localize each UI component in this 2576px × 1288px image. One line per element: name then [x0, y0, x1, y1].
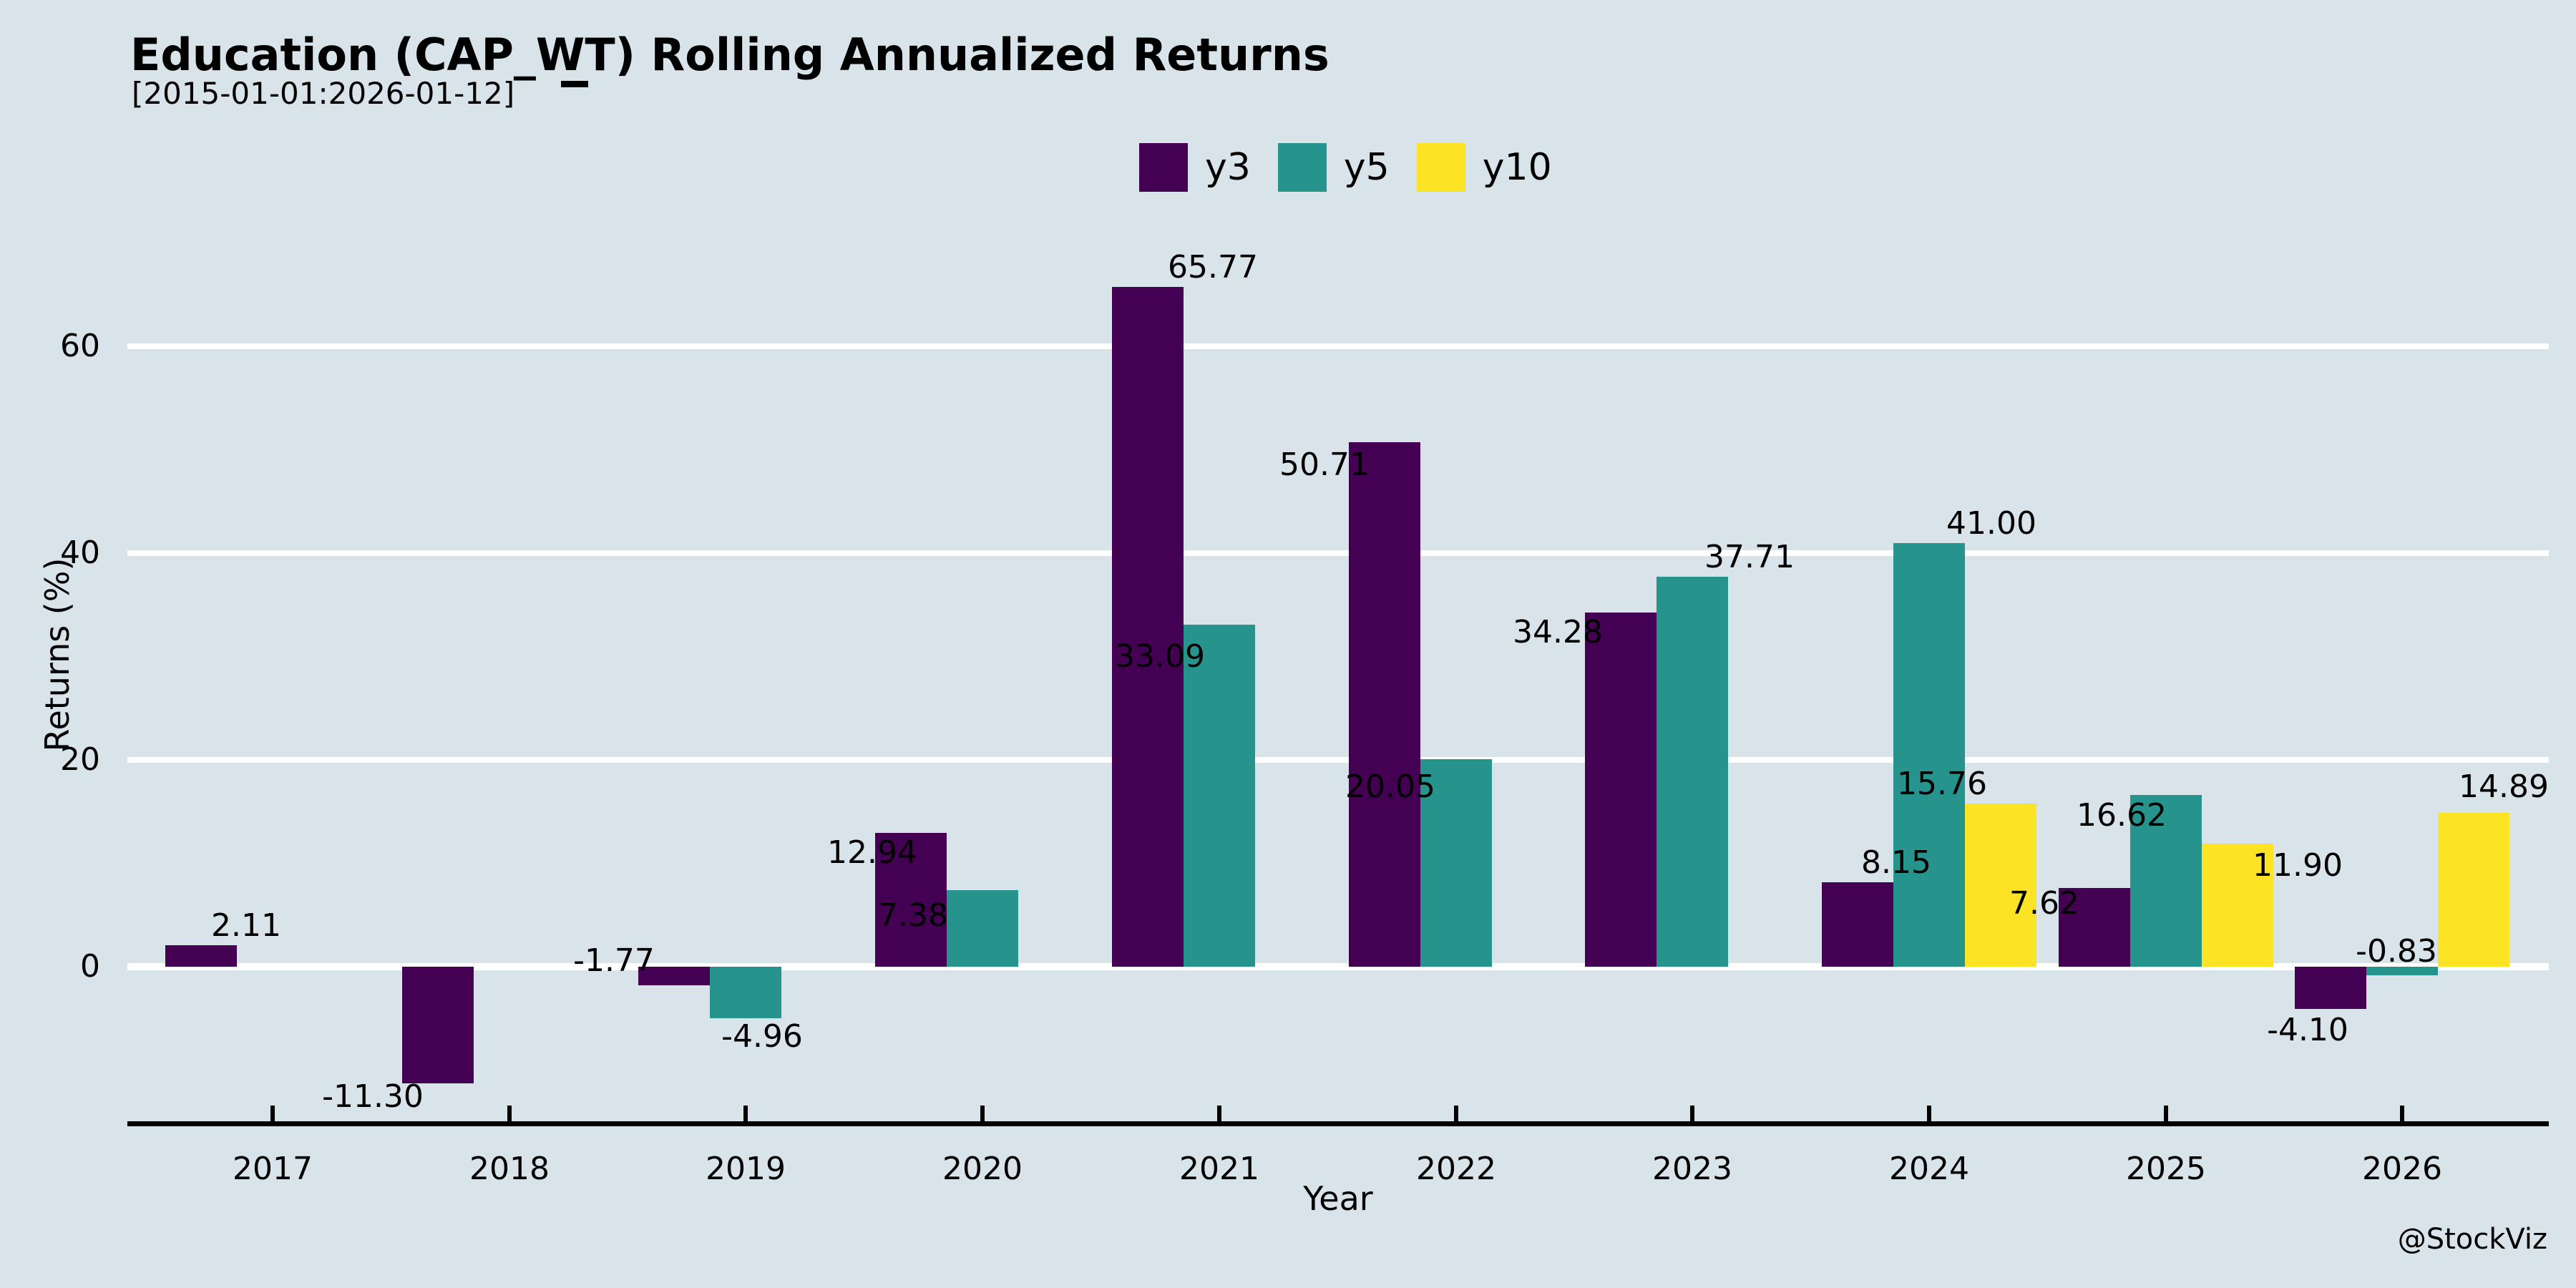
y-axis-title: Returns (%)	[38, 557, 77, 752]
bar-2026-y10	[2438, 813, 2509, 967]
bar-2025-y5	[2130, 795, 2202, 967]
y-tick-label-60: 60	[60, 328, 100, 364]
gridline-0	[127, 963, 2549, 970]
bar-2024-y10	[1965, 804, 2036, 967]
x-axis-spine	[127, 1121, 2549, 1126]
y-tick-label-0: 0	[80, 948, 100, 985]
subtitle-dash-mark	[561, 81, 588, 87]
x-tick-label-2018: 2018	[469, 1151, 550, 1187]
bar-label-2020-y5: 7.38	[878, 897, 948, 934]
x-tick-label-2025: 2025	[2126, 1151, 2206, 1187]
legend-label-y10: y10	[1482, 146, 1552, 189]
bar-2021-y5	[1184, 625, 1255, 967]
legend-item-y3: y3	[1139, 143, 1251, 192]
bar-2026-y5	[2366, 967, 2438, 975]
legend-item-y10: y10	[1416, 143, 1552, 192]
bar-2024-y5	[1893, 543, 1965, 967]
bar-label-2025-y5: 16.62	[2077, 797, 2167, 834]
bar-label-2021-y3: 65.77	[1168, 249, 1258, 286]
bar-2021-y3	[1112, 287, 1184, 967]
x-tick-2021	[1217, 1106, 1221, 1121]
x-tick-2023	[1690, 1106, 1694, 1121]
bar-2018-y3	[402, 967, 474, 1083]
bar-label-2024-y5: 41.00	[1946, 505, 2036, 542]
bar-label-2024-y3: 8.15	[1861, 844, 1931, 881]
bar-label-2017-y3: 2.11	[211, 907, 281, 944]
gridline-40	[127, 550, 2549, 556]
gridline-60	[127, 343, 2549, 349]
x-tick-label-2021: 2021	[1179, 1151, 1259, 1187]
bar-2024-y3	[1822, 882, 1893, 967]
bar-2023-y3	[1585, 613, 1657, 967]
bar-label-2025-y3: 7.62	[2009, 885, 2079, 922]
bar-label-2019-y3: -1.77	[573, 942, 655, 979]
legend: y3 y5 y10	[1139, 143, 1579, 192]
bar-2025-y3	[2059, 888, 2130, 967]
bar-label-2023-y3: 34.28	[1513, 614, 1603, 650]
y-tick-label-20: 20	[60, 741, 100, 778]
x-tick-2017	[270, 1106, 275, 1121]
bar-2022-y3	[1349, 442, 1420, 967]
bar-2019-y5	[710, 967, 781, 1018]
x-tick-2020	[980, 1106, 985, 1121]
bar-label-2020-y3: 12.94	[827, 834, 917, 871]
x-tick-label-2023: 2023	[1652, 1151, 1732, 1187]
chart-title: Education (CAP_WT) Rolling Annualized Re…	[130, 29, 1330, 81]
bar-2023-y5	[1657, 577, 1728, 967]
bar-2017-y3	[165, 945, 237, 967]
bar-label-2021-y5: 33.09	[1115, 638, 1205, 675]
bar-2025-y10	[2202, 844, 2273, 967]
x-tick-label-2019: 2019	[706, 1151, 786, 1187]
gridline-20	[127, 757, 2549, 763]
x-tick-label-2024: 2024	[1889, 1151, 1969, 1187]
bar-label-2025-y10: 11.90	[2253, 847, 2343, 884]
x-tick-label-2026: 2026	[2362, 1151, 2442, 1187]
bar-label-2018-y3: -11.30	[322, 1078, 424, 1115]
legend-swatch-y10	[1416, 143, 1465, 192]
x-tick-2019	[743, 1106, 748, 1121]
bar-2020-y3	[875, 833, 947, 967]
bar-label-2024-y10: 15.76	[1897, 766, 1987, 802]
x-tick-2025	[2164, 1106, 2168, 1121]
bar-label-2026-y10: 14.89	[2459, 769, 2549, 805]
x-tick-2026	[2400, 1106, 2404, 1121]
bar-label-2022-y5: 20.05	[1345, 769, 1435, 805]
legend-swatch-y3	[1139, 143, 1188, 192]
legend-item-y5: y5	[1277, 143, 1390, 192]
bar-2026-y3	[2295, 967, 2366, 1009]
bar-2020-y5	[947, 890, 1018, 967]
bar-label-2026-y5: -0.83	[2356, 933, 2437, 970]
bar-label-2023-y5: 37.71	[1704, 539, 1795, 575]
x-tick-2022	[1454, 1106, 1458, 1121]
x-tick-2018	[507, 1106, 512, 1121]
x-tick-label-2022: 2022	[1416, 1151, 1496, 1187]
bar-2019-y3	[638, 967, 710, 985]
legend-label-y3: y3	[1205, 146, 1251, 189]
x-tick-2024	[1927, 1106, 1931, 1121]
x-axis-title: Year	[1303, 1179, 1373, 1218]
x-tick-label-2017: 2017	[233, 1151, 313, 1187]
x-tick-label-2020: 2020	[942, 1151, 1023, 1187]
bar-label-2022-y3: 50.71	[1279, 447, 1370, 483]
y-tick-label-40: 40	[60, 535, 100, 571]
legend-label-y5: y5	[1343, 146, 1390, 189]
bar-2022-y5	[1420, 759, 1492, 967]
bar-label-2026-y3: -4.10	[2267, 1012, 2348, 1048]
legend-swatch-y5	[1277, 143, 1327, 192]
bar-label-2019-y5: -4.96	[721, 1018, 803, 1055]
watermark: @StockViz	[2397, 1223, 2547, 1256]
chart-subtitle: [2015-01-01:2026-01-12]	[132, 76, 515, 111]
